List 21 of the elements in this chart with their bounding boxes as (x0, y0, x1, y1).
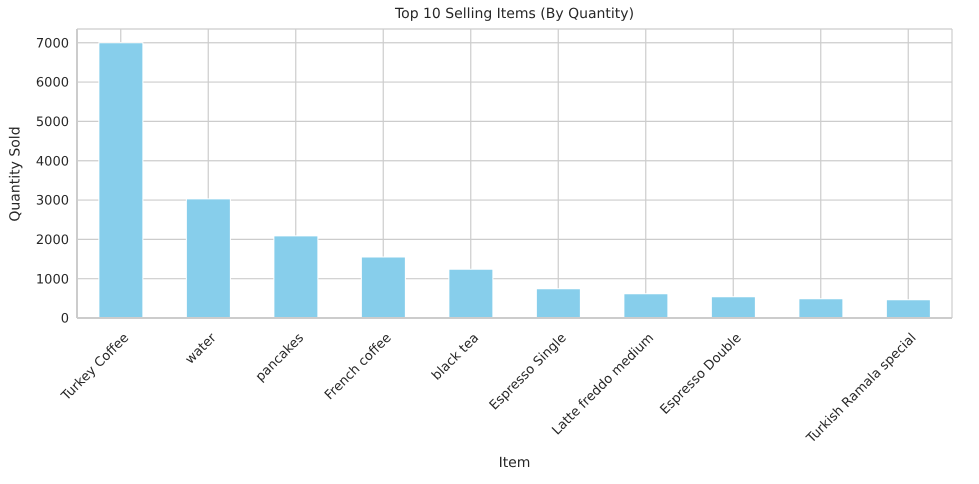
bar (186, 198, 231, 318)
y-tick-label: 1000 (36, 272, 69, 288)
y-tick-label: 6000 (36, 76, 69, 91)
y-tick-label: 3000 (36, 194, 69, 209)
bar (273, 235, 318, 318)
y-tick-label: 2000 (36, 232, 69, 248)
y-tick-label: 0 (60, 312, 69, 327)
bar (710, 296, 756, 318)
y-axis-title: Quantity Sold (8, 126, 24, 222)
x-axis-title: Item (498, 455, 532, 471)
bar (798, 298, 844, 318)
bar (623, 293, 668, 318)
chart-title: Top 10 Selling Items (By Quantity) (394, 6, 636, 22)
y-tick-label: 5000 (36, 115, 69, 130)
bar (886, 299, 931, 318)
y-tick-label: 7000 (36, 36, 69, 52)
bar (536, 288, 581, 318)
bar (448, 268, 494, 318)
bar (360, 256, 406, 318)
y-tick-label: 4000 (36, 154, 69, 170)
bar (98, 42, 144, 318)
